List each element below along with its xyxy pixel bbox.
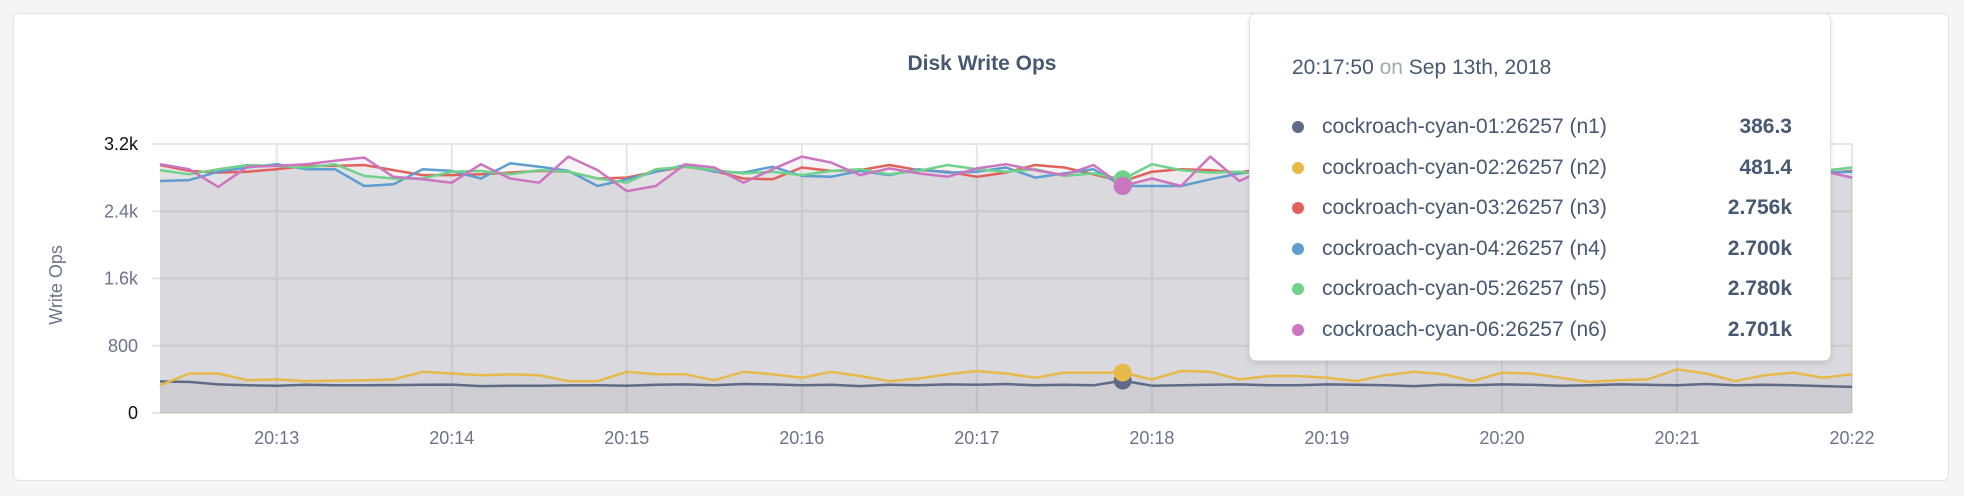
series-color-dot-icon [1292, 242, 1304, 255]
tooltip-row-n6: cockroach-cyan-06:26257 (n6) 2.701k [1292, 315, 1792, 345]
tooltip-series-name: cockroach-cyan-02:26257 (n2) [1322, 155, 1607, 179]
x-tick-label: 20:14 [429, 428, 474, 448]
line-n1 [159, 379, 1853, 389]
x-axis-ticks: 20:13 20:14 20:15 20:16 20:17 20:18 20:19 20:20… [254, 428, 1874, 448]
y-tick-label: 800 [108, 336, 138, 356]
tooltip-series-name: cockroach-cyan-05:26257 (n5) [1322, 277, 1607, 300]
series-color-dot-icon [1292, 323, 1304, 336]
tooltip-row-n3: cockroach-cyan-03:26257 (n3) 2.756k [1292, 193, 1792, 223]
x-tick-label: 20:21 [1654, 428, 1699, 448]
tooltip-series-value: 386.3 [1739, 115, 1792, 138]
tooltip-series-name: cockroach-cyan-03:26257 (n3) [1322, 196, 1607, 219]
tooltip-row-n4: cockroach-cyan-04:26257 (n4) 2.700k [1292, 234, 1792, 264]
y-tick-label: 0 [128, 403, 138, 423]
series-color-dot-icon [1292, 161, 1304, 174]
hover-tooltip: 20:17:50 on Sep 13th, 2018 cockroach-cya… [1249, 13, 1831, 361]
hover-markers [1113, 170, 1132, 390]
tooltip-row-n2: cockroach-cyan-02:26257 (n2) 481.4 [1292, 153, 1792, 183]
tooltip-series-value: 2.780k [1727, 277, 1792, 300]
tooltip-series-name: cockroach-cyan-06:26257 (n6) [1322, 317, 1607, 341]
x-tick-label: 20:13 [254, 428, 299, 448]
hover-point-n2 [1113, 363, 1132, 382]
tooltip-series-value: 2.701k [1727, 317, 1792, 341]
y-axis-title: Write Ops [46, 245, 66, 325]
x-tick-label: 20:16 [779, 428, 824, 448]
y-axis-ticks: 0 800 1.6k 2.4k 3.2k [104, 134, 139, 423]
x-tick-label: 20:15 [604, 428, 649, 448]
area-n1 [160, 380, 1852, 413]
x-tick-label: 20:22 [1829, 428, 1874, 448]
chart-title: Disk Write Ops [907, 52, 1057, 75]
tooltip-series-value: 2.700k [1727, 236, 1792, 260]
tooltip-series-value: 481.4 [1739, 155, 1792, 179]
line-n2 [159, 368, 1853, 387]
x-tick-label: 20:20 [1479, 428, 1524, 448]
tooltip-time: 20:17:50 [1292, 56, 1374, 79]
series-color-dot-icon [1292, 121, 1304, 133]
y-tick-label: 1.6k [104, 269, 139, 289]
tooltip-date: Sep 13th, 2018 [1408, 56, 1552, 79]
x-tick-label: 20:19 [1304, 428, 1349, 448]
x-tick-label: 20:17 [954, 428, 999, 448]
tooltip-series-name: cockroach-cyan-04:26257 (n4) [1322, 236, 1607, 260]
area-n2 [160, 369, 1852, 413]
tooltip-series-name: cockroach-cyan-01:26257 (n1) [1322, 115, 1607, 138]
y-tick-label: 2.4k [104, 201, 139, 221]
tooltip-timestamp: 20:17:50 on Sep 13th, 2018 [1292, 56, 1551, 80]
tooltip-row-n1: cockroach-cyan-01:26257 (n1) 386.3 [1292, 112, 1792, 142]
series-color-dot-icon [1292, 202, 1304, 214]
series-color-dot-icon [1292, 283, 1304, 295]
tooltip-row-n5: cockroach-cyan-05:26257 (n5) 2.780k [1292, 274, 1792, 304]
tooltip-on: on [1379, 56, 1403, 79]
x-tick-label: 20:18 [1129, 428, 1174, 448]
hover-point-n6 [1113, 176, 1132, 195]
y-tick-label: 3.2k [104, 134, 139, 154]
tooltip-series-value: 2.756k [1727, 196, 1792, 219]
